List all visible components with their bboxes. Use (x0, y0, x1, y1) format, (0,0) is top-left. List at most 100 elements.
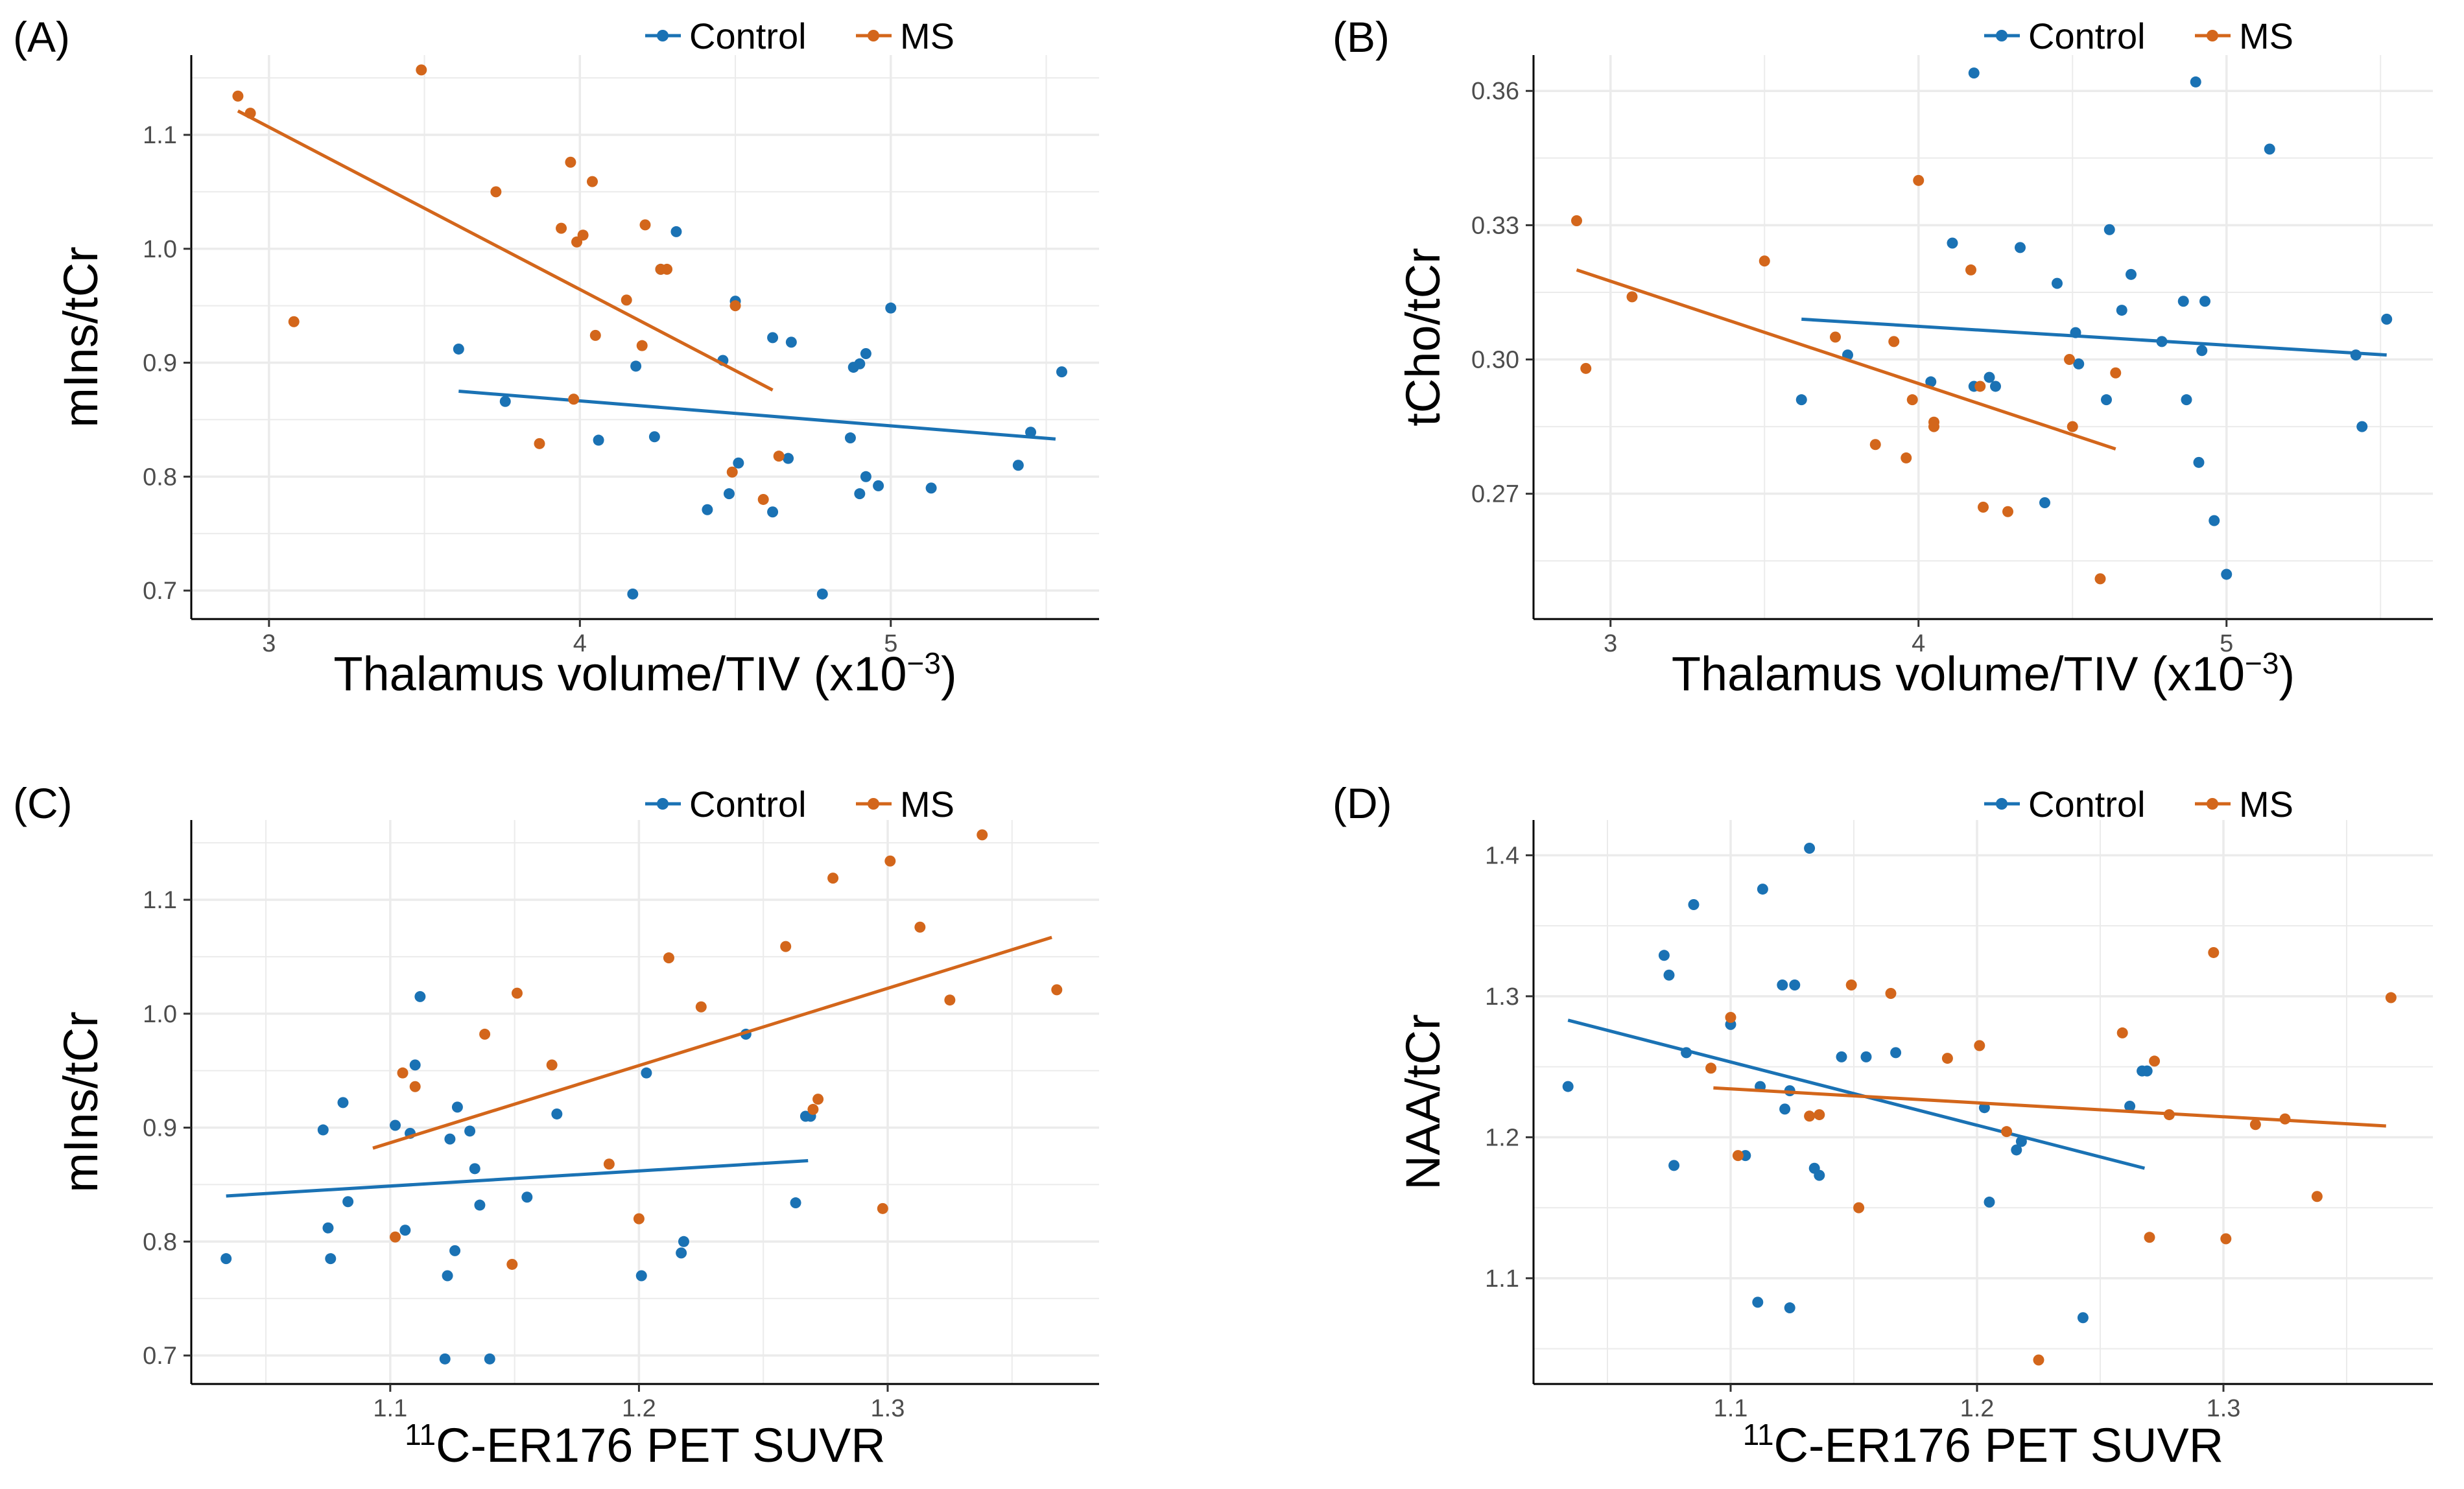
control-point (2209, 515, 2220, 526)
ms-fit-line (237, 109, 774, 392)
legend-ms-label: MS (2239, 16, 2293, 56)
legend-ms-dot (2207, 30, 2218, 41)
control-point (449, 1245, 461, 1256)
ms-point (1974, 381, 1986, 392)
y-tick-label: 0.30 (1471, 347, 1519, 374)
legend: Control MS (1984, 784, 2293, 825)
control-point (2011, 1144, 2022, 1156)
legend-ms-dot (2207, 798, 2218, 810)
y-tick-label: 0.7 (143, 1342, 177, 1370)
ms-point (1906, 394, 1918, 406)
control-point (1752, 1296, 1764, 1308)
ms-point (2311, 1191, 2323, 1202)
y-tick-label: 0.8 (143, 1228, 177, 1256)
legend-ms-label: MS (2239, 784, 2293, 825)
y-tick-label: 0.33 (1471, 212, 1519, 239)
control-point (1056, 366, 1067, 378)
control-point (469, 1163, 480, 1175)
ms-point (944, 994, 956, 1006)
ms-point (2064, 354, 2075, 366)
ms-point (1705, 1062, 1717, 1074)
ms-point (2385, 992, 2397, 1003)
control-point (390, 1120, 401, 1131)
control-point (790, 1197, 801, 1209)
control-point (1789, 979, 1801, 991)
legend: Control MS (645, 16, 954, 56)
control-point (2141, 1065, 2153, 1077)
control-point (593, 434, 604, 446)
y-tick-label: 1.1 (143, 887, 177, 914)
control-point (2381, 313, 2393, 325)
ms-point (1725, 1012, 1736, 1023)
control-point (2015, 242, 2026, 253)
ms-fit-line (1713, 1086, 2386, 1128)
legend-ms-label: MS (900, 16, 954, 56)
ms-point (1978, 501, 1989, 513)
ms-point (409, 1081, 421, 1092)
legend-control-label: Control (689, 784, 807, 825)
ms-point (633, 1213, 645, 1225)
y-tick-label: 0.27 (1471, 481, 1519, 508)
panel-d: 1.1 1.2 1.3 1.1 1.2 1.3 1.4 (D) NAA/tCr 11C-ER176… (1333, 779, 2433, 1472)
control-point (1890, 1047, 1902, 1059)
control-point (676, 1247, 687, 1259)
control-point (2073, 358, 2085, 369)
x-tick-label: 3 (262, 630, 276, 657)
ms-point (621, 294, 632, 306)
ms-point (479, 1028, 491, 1040)
panel-b: 3 4 5 0.27 0.30 0.33 0.36 (B) tCho/tCr Thalamus v… (1333, 13, 2433, 701)
y-tick-label: 1.1 (143, 122, 177, 149)
control-point (444, 1133, 456, 1145)
ms-point (546, 1059, 558, 1071)
ms-point (695, 1001, 707, 1013)
control-point (783, 452, 794, 464)
legend-control-dot (1996, 798, 2008, 810)
y-tick-label: 0.7 (143, 578, 177, 605)
ms-point (568, 393, 580, 405)
panel-a: 3 4 5 0.7 0.8 0.9 1.0 1.1 (A) mIns/tCr Thalamus vo… (13, 13, 1099, 701)
legend: Control MS (1984, 16, 2293, 56)
ms-point (2208, 946, 2220, 958)
control-point (2350, 349, 2362, 361)
ms-fit-line (372, 935, 1052, 1150)
ms-point (565, 156, 576, 168)
control-point (1984, 1196, 1995, 1208)
control-point (1990, 381, 2001, 392)
ms-point (2220, 1233, 2232, 1245)
panel-label: (B) (1333, 13, 1390, 61)
control-point (414, 991, 426, 1002)
control-point (2264, 143, 2275, 155)
control-point (767, 332, 779, 344)
control-point (2177, 296, 2189, 307)
control-point (635, 1270, 647, 1282)
control-point (2190, 76, 2201, 88)
ms-point (729, 300, 741, 312)
y-axis-label: mIns/tCr (54, 1011, 108, 1193)
control-point (1836, 1051, 1847, 1062)
ms-point (288, 316, 300, 327)
control-point (702, 504, 713, 515)
control-point (873, 480, 884, 491)
panel-label: (D) (1333, 779, 1392, 827)
control-point (630, 360, 642, 372)
ms-point (2144, 1232, 2155, 1243)
control-point (785, 336, 797, 348)
ms-point (577, 229, 589, 241)
control-point (325, 1253, 337, 1265)
ms-point (1626, 291, 1638, 303)
control-point (670, 226, 682, 237)
legend-ms-label: MS (900, 784, 954, 825)
control-point (484, 1353, 495, 1365)
control-point (409, 1059, 421, 1071)
control-point (925, 482, 937, 494)
ms-point (2001, 1126, 2013, 1138)
ms-point (390, 1231, 401, 1243)
control-point (342, 1196, 354, 1208)
control-point (2052, 277, 2063, 289)
ms-point (2110, 367, 2122, 379)
ms-point (1759, 255, 1770, 267)
ms-point (1830, 331, 1841, 343)
x-axis-label: 11C-ER176 PET SUVR (1743, 1418, 2223, 1472)
ms-point (589, 329, 601, 341)
